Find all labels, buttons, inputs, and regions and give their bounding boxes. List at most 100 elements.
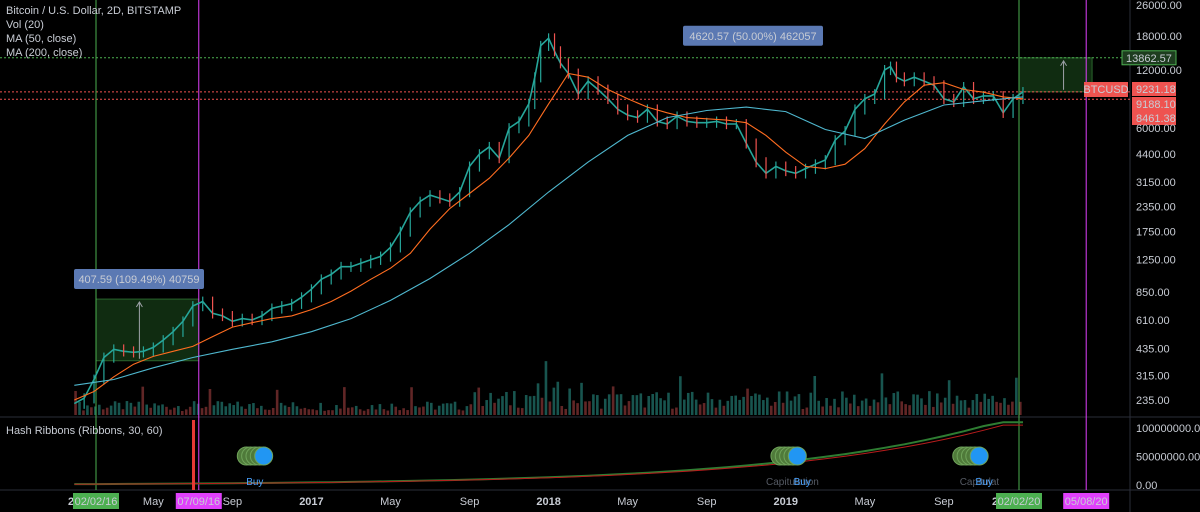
volume-bar bbox=[216, 401, 220, 415]
series bbox=[73, 33, 1024, 409]
volume-bar bbox=[603, 398, 607, 415]
volume-bar bbox=[430, 402, 433, 415]
volume-bar bbox=[311, 409, 315, 415]
volume-bar bbox=[192, 401, 196, 415]
hash-ribbon-fast bbox=[74, 421, 1023, 486]
volume-bar bbox=[758, 394, 761, 415]
legend-symbol[interactable]: Bitcoin / U.S. Dollar, 2D, BITSTAMP bbox=[6, 5, 182, 17]
volume-bar bbox=[354, 405, 358, 415]
legend-volume[interactable]: Vol (20) bbox=[6, 19, 44, 31]
volume-bar bbox=[528, 396, 532, 415]
legend-ma50[interactable]: MA (50, close) bbox=[6, 33, 77, 45]
volume-bar bbox=[935, 393, 939, 415]
indicator-title[interactable]: Hash Ribbons (Ribbons, 30, 60) bbox=[6, 425, 163, 437]
volume-bar bbox=[208, 388, 212, 415]
volume-bar bbox=[256, 408, 259, 415]
volume-bar bbox=[240, 406, 243, 415]
volume-bar bbox=[398, 410, 401, 415]
volume-bar bbox=[821, 406, 824, 415]
volume-bar bbox=[260, 405, 263, 415]
volume-bar bbox=[694, 399, 698, 415]
volume-bar bbox=[564, 408, 568, 415]
volume-bar bbox=[232, 405, 235, 415]
price-tick: 4400.00 bbox=[1136, 149, 1176, 161]
price-tick: 850.00 bbox=[1136, 287, 1170, 299]
volume-bar bbox=[437, 405, 441, 415]
volume-bar bbox=[141, 386, 145, 415]
volume-bar bbox=[833, 398, 836, 415]
volume-bar bbox=[762, 400, 765, 415]
volume-bar bbox=[291, 402, 295, 415]
volume-bar bbox=[133, 406, 137, 415]
time-tick: May bbox=[380, 496, 401, 508]
volume-bar bbox=[868, 405, 872, 415]
price-axis[interactable]: 26000.00 18000.00 12000.00 9231.18 9188.10 84… bbox=[1083, 0, 1182, 407]
volume-bar bbox=[335, 405, 338, 415]
volume-bar bbox=[683, 399, 686, 415]
volume-bar bbox=[738, 399, 741, 415]
volume-bar bbox=[1007, 404, 1010, 415]
volume-bar bbox=[971, 400, 975, 415]
volume-bar bbox=[635, 395, 639, 415]
volume-bar bbox=[350, 407, 354, 415]
volume-bar bbox=[706, 392, 710, 415]
volume-bar bbox=[505, 391, 508, 415]
volume-bar bbox=[501, 396, 504, 415]
legend-ma200[interactable]: MA (200, close) bbox=[6, 47, 83, 59]
measure-arrow-head bbox=[135, 301, 143, 308]
volume-bar bbox=[599, 408, 603, 415]
volume-bar bbox=[947, 380, 951, 415]
volume-bar bbox=[983, 393, 987, 415]
volume-bar bbox=[362, 410, 366, 415]
volume-bar bbox=[651, 393, 654, 415]
volume-bar bbox=[896, 391, 900, 415]
overlays: 407.59 (109.49%) 40759 4620.57 (50.00%) 4… bbox=[74, 25, 823, 290]
volume-bar bbox=[406, 410, 409, 415]
volume-bar bbox=[287, 406, 291, 415]
volume-bar bbox=[702, 403, 706, 415]
volume-bar bbox=[347, 407, 350, 415]
volume-bar bbox=[659, 398, 662, 415]
volume-bar bbox=[121, 409, 125, 415]
volume-bar bbox=[928, 391, 931, 415]
volume-bar bbox=[781, 402, 785, 415]
volume-bar bbox=[912, 394, 915, 415]
volume-bar bbox=[331, 410, 334, 415]
price-tick: 8461.38 bbox=[1136, 113, 1176, 125]
volume-bar bbox=[754, 393, 757, 415]
volume-bar bbox=[374, 409, 378, 415]
volume-bar bbox=[113, 401, 117, 415]
volume-bar bbox=[552, 387, 556, 415]
volume-bar bbox=[908, 405, 911, 415]
ma200-line bbox=[74, 96, 1024, 386]
volume-bar bbox=[212, 405, 216, 415]
volume-bar bbox=[734, 395, 737, 415]
volume-bar bbox=[679, 376, 682, 415]
price-tick: 435.00 bbox=[1136, 343, 1170, 355]
volume-bar bbox=[279, 402, 283, 415]
volume-bar bbox=[943, 397, 947, 415]
volume-bar bbox=[888, 404, 892, 415]
price-tag-bg bbox=[1132, 82, 1176, 96]
volume-bar bbox=[394, 406, 398, 415]
symbol-tag: BTCUSD bbox=[1083, 84, 1128, 96]
price-tick: 26000.00 bbox=[1136, 0, 1182, 12]
measure-label: 4620.57 (50.00%) 462057 bbox=[689, 31, 816, 43]
volume-bar bbox=[647, 395, 651, 415]
volume-bar bbox=[184, 409, 188, 415]
price-tick: 2350.00 bbox=[1136, 202, 1176, 214]
vertical-lines bbox=[95, 0, 1087, 490]
volume-bar bbox=[426, 401, 429, 415]
volume-bar bbox=[117, 402, 121, 415]
volume-bar bbox=[576, 403, 579, 415]
volume-bar bbox=[746, 388, 749, 415]
volume-bar bbox=[386, 410, 390, 415]
volume-bar bbox=[900, 401, 904, 415]
volume-bar bbox=[825, 398, 828, 415]
volume-bar bbox=[813, 376, 817, 415]
volume-bar bbox=[410, 387, 413, 415]
date-tag: 02/02/16 bbox=[75, 496, 118, 508]
volume-bar bbox=[860, 400, 864, 415]
